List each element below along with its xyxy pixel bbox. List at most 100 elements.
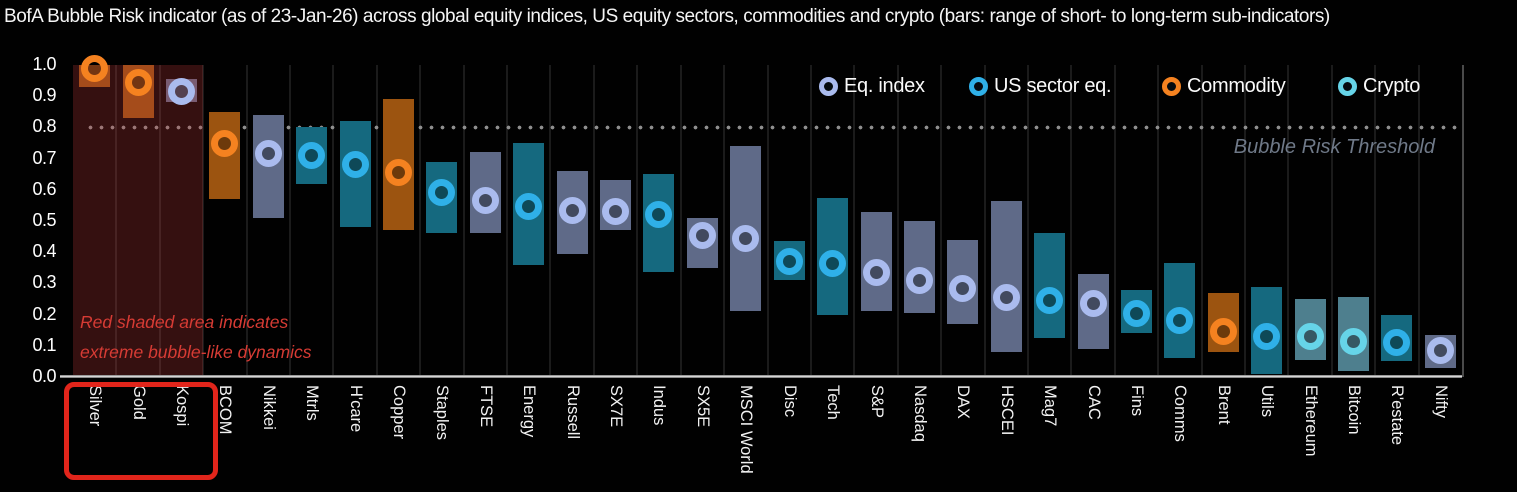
- red-shaded-area: [73, 65, 204, 377]
- gridline: [592, 65, 595, 377]
- gridline: [1026, 65, 1029, 377]
- legend-label: US sector eq.: [994, 75, 1112, 97]
- dot-marker: [688, 221, 716, 249]
- y-tick-label: 0.7: [32, 147, 56, 168]
- x-axis-label: Energy: [520, 385, 539, 438]
- gridline: [766, 65, 769, 377]
- eq_index-legend-marker-icon: [819, 77, 838, 96]
- dot-marker: [1296, 322, 1324, 350]
- gridline: [679, 65, 682, 377]
- gridline: [245, 65, 248, 377]
- bubble-risk-threshold-line: [88, 124, 1458, 130]
- dot-marker: [1036, 287, 1064, 315]
- x-axis-label: BCOM: [216, 385, 235, 435]
- x-axis-label: Comms: [1171, 385, 1190, 442]
- x-axis-label: DAX: [954, 385, 973, 419]
- dot-marker: [385, 159, 413, 187]
- crypto-legend-marker-icon: [1338, 77, 1357, 96]
- x-axis-label: R'estate: [1388, 385, 1407, 446]
- dot-marker: [862, 258, 890, 286]
- gridline: [1070, 65, 1073, 377]
- gridline: [115, 65, 118, 377]
- red-area-note-line2: extreme bubble-like dynamics: [80, 342, 312, 362]
- y-tick-label: 0.6: [32, 178, 56, 199]
- legend: Eq. index US sector eq. Commodity Crypto: [0, 75, 1517, 101]
- x-axis-line: [60, 375, 1462, 378]
- legend-item: Crypto: [1338, 75, 1420, 98]
- legend-item: Eq. index: [819, 75, 925, 98]
- dot-marker: [1253, 322, 1281, 350]
- dot-marker: [428, 179, 456, 207]
- x-axis-label: Mag7: [1041, 385, 1060, 427]
- red-highlight-box: [64, 382, 218, 480]
- gridline: [1200, 65, 1203, 377]
- x-axis-label: Mtrls: [303, 385, 322, 421]
- legend-item: Commodity: [1162, 75, 1286, 98]
- dot-marker: [341, 151, 369, 179]
- gridline: [549, 65, 552, 377]
- gridline: [809, 65, 812, 377]
- x-axis-label: Disc: [780, 385, 799, 418]
- gridline: [1113, 65, 1116, 377]
- y-tick-label: 0.8: [32, 116, 56, 137]
- gridline: [506, 65, 509, 377]
- x-axis-label: H'care: [346, 385, 365, 433]
- x-axis-label: Brent: [1214, 385, 1233, 425]
- commodity-legend-marker-icon: [1162, 77, 1181, 96]
- gridline: [202, 65, 205, 377]
- x-axis-label: Ethereum: [1301, 385, 1320, 457]
- us_sector-legend-marker-icon: [969, 77, 988, 96]
- gridline: [1374, 65, 1377, 377]
- gridline: [332, 65, 335, 377]
- dot-marker: [1383, 329, 1411, 357]
- dot-marker: [471, 187, 499, 215]
- y-tick-label: 1.0: [32, 54, 56, 74]
- gridline: [289, 65, 292, 377]
- gridline: [636, 65, 639, 377]
- x-axis-label: MSCI World: [737, 385, 756, 474]
- x-axis-label: Nasdaq: [910, 385, 929, 442]
- x-axis-label: Staples: [433, 385, 452, 441]
- gridline: [1287, 65, 1290, 377]
- x-axis-label: Indus: [650, 385, 669, 426]
- x-axis-label: Nikkei: [259, 385, 278, 430]
- threshold-label: Bubble Risk Threshold: [1233, 136, 1435, 158]
- y-tick-label: 0.9: [32, 85, 56, 106]
- gridline: [1330, 65, 1333, 377]
- dot-marker: [1166, 307, 1194, 335]
- x-axis-label: Tech: [824, 385, 843, 420]
- x-axis-label: Bitcoin: [1344, 385, 1363, 435]
- gridline: [462, 65, 465, 377]
- dot-marker: [298, 141, 326, 169]
- x-axis-label: Utils: [1258, 385, 1277, 418]
- x-axis-label: Nifty: [1431, 385, 1450, 418]
- x-axis-label: CAC: [1084, 385, 1103, 420]
- dot-marker: [602, 198, 630, 226]
- red-area-note: Red shaded area indicates extreme bubble…: [80, 307, 312, 367]
- gridline: [419, 65, 422, 377]
- dot-marker: [775, 248, 803, 276]
- legend-label: Commodity: [1187, 75, 1286, 97]
- dot-marker: [81, 54, 109, 82]
- y-tick-label: 0.1: [32, 334, 56, 355]
- x-axis-label: Fins: [1127, 385, 1146, 417]
- chart-title: BofA Bubble Risk indicator (as of 23-Jan…: [4, 6, 1330, 27]
- red-area-note-line1: Red shaded area indicates: [80, 312, 289, 332]
- dot-marker: [1079, 290, 1107, 318]
- x-axis-label: SX7E: [607, 385, 626, 428]
- x-axis-label: HSCEI: [997, 385, 1016, 436]
- dot-marker: [949, 274, 977, 302]
- dot-marker: [168, 78, 196, 106]
- y-tick-label: 0.5: [32, 210, 56, 230]
- x-axis-label: S&P: [867, 385, 886, 419]
- dot-marker: [254, 140, 282, 168]
- gridline: [158, 65, 161, 377]
- gridline: [853, 65, 856, 377]
- legend-label: Eq. index: [844, 75, 925, 97]
- dot-marker: [732, 224, 760, 252]
- y-tick-label: 0.2: [32, 303, 56, 324]
- gridline: [375, 65, 378, 377]
- gridline: [1243, 65, 1246, 377]
- x-axis-label: Copper: [390, 385, 409, 440]
